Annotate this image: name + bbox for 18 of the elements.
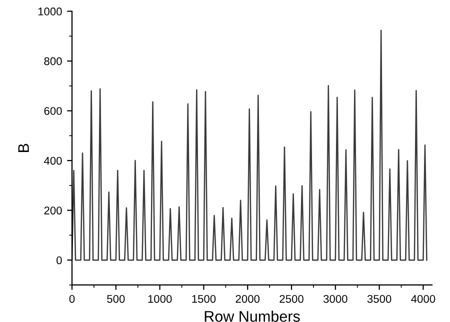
y-tick-label: 600 [44,107,62,115]
y-axis-title: B [18,144,29,152]
x-tick-label: 1000 [148,294,172,303]
y-tick-label: 400 [44,156,62,165]
y-tick-label: 0 [56,256,62,264]
line-series [72,30,428,261]
x-tick-label: 500 [107,294,125,303]
y-tick-label: 1000 [38,8,62,16]
x-tick-label: 2000 [236,294,260,303]
x-axis-title: Row Numbers [204,310,300,322]
x-tick-label: 0 [69,294,75,303]
x-tick-label: 3000 [323,294,348,303]
x-tick-label: 2500 [280,294,304,303]
x-tick-label: 3500 [367,294,392,303]
y-tick-label: 800 [44,57,62,66]
x-tick-label: 4000 [411,294,436,303]
x-tick-label: 1500 [192,294,216,303]
y-tick-label: 200 [44,206,62,214]
